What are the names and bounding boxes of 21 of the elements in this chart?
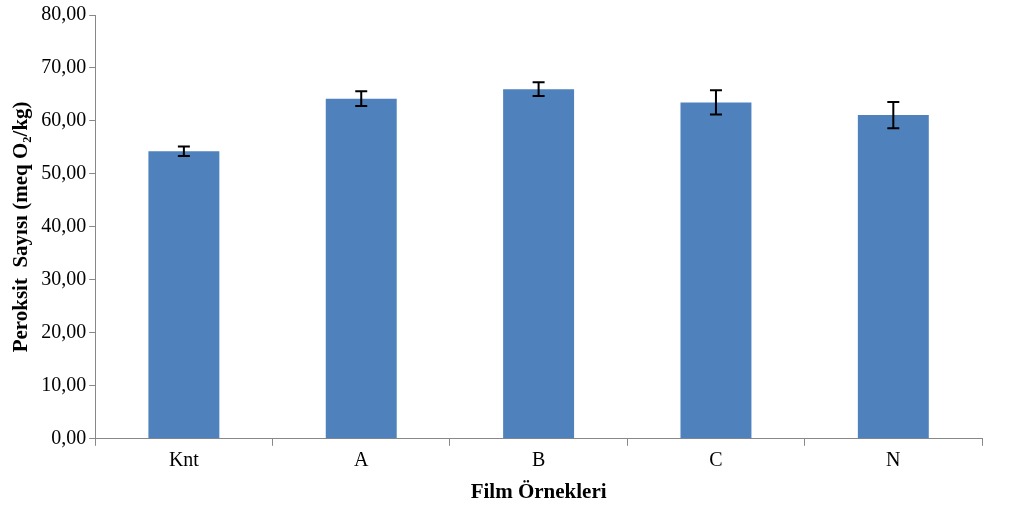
bar	[325, 98, 397, 439]
x-tick-label: N	[886, 448, 901, 471]
y-tick-label: 20,00	[41, 320, 87, 343]
y-tick-label: 40,00	[41, 214, 87, 237]
x-tick-label: Knt	[168, 448, 200, 471]
bar	[503, 89, 575, 439]
bar	[148, 151, 220, 439]
y-tick-label: 10,00	[41, 373, 87, 396]
bar	[680, 102, 752, 439]
y-tick-label: 60,00	[41, 108, 87, 131]
y-tick-label: 50,00	[41, 161, 87, 184]
x-tick-label: A	[354, 448, 370, 471]
x-tick-label: C	[709, 448, 723, 471]
bar	[857, 115, 929, 439]
y-tick-label: 0,00	[51, 426, 87, 449]
y-tick-label: 80,00	[41, 2, 87, 25]
y-axis-title: Peroksit Sayısı (meq O₂/kg)	[8, 101, 33, 353]
x-tick-label: B	[531, 448, 546, 471]
y-tick-label: 70,00	[41, 55, 87, 78]
x-axis-title: Film Örnekleri	[470, 478, 607, 503]
y-tick-label: 30,00	[41, 267, 87, 290]
